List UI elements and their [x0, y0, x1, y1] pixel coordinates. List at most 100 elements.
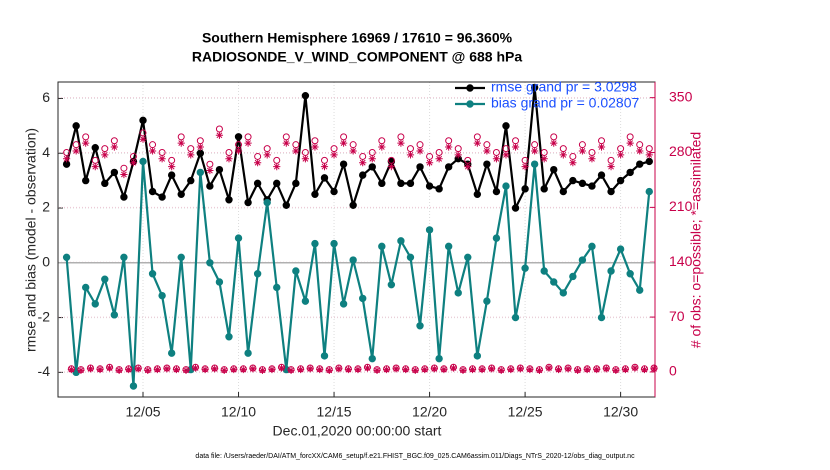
data-point [511, 143, 520, 151]
data-point [110, 168, 119, 177]
data-point [101, 275, 109, 283]
data-point [263, 151, 271, 159]
x-tick-label: 12/10 [221, 404, 256, 420]
data-point [416, 163, 424, 171]
data-point [253, 270, 262, 278]
data-point [454, 151, 462, 159]
data-point [177, 190, 185, 199]
data-point [550, 139, 558, 147]
data-point [268, 365, 276, 374]
data-point [612, 366, 620, 374]
data-point [626, 139, 634, 147]
data-point [516, 365, 524, 373]
data-point [397, 237, 405, 245]
data-point [459, 366, 467, 374]
data-point [62, 155, 71, 163]
data-point [616, 176, 625, 185]
data-point [330, 187, 338, 196]
data-point [483, 297, 491, 305]
data-point [468, 365, 477, 374]
data-point [597, 171, 606, 179]
data-point [139, 135, 147, 143]
data-point [368, 354, 376, 363]
data-point [397, 139, 405, 147]
data-point [196, 143, 204, 151]
x-tick-label: 12/20 [412, 404, 447, 420]
data-point [282, 201, 290, 209]
data-point [416, 322, 424, 330]
data-point [249, 365, 257, 373]
data-point [234, 234, 243, 242]
data-point [292, 147, 300, 155]
data-point [607, 267, 615, 275]
data-point [616, 245, 625, 253]
data-point [373, 366, 381, 374]
data-point [540, 155, 548, 163]
data-point [492, 234, 501, 242]
data-point [588, 242, 596, 251]
data-point [645, 187, 653, 196]
data-point [502, 182, 510, 190]
data-point [593, 365, 601, 374]
data-point [316, 365, 324, 374]
data-point [402, 365, 410, 374]
data-point [263, 198, 271, 207]
data-point [640, 365, 649, 374]
data-point [621, 365, 629, 374]
data-point [301, 91, 310, 100]
data-point [82, 139, 90, 147]
data-point [425, 226, 434, 234]
data-point [320, 174, 329, 182]
data-point [211, 365, 219, 373]
data-point [225, 333, 233, 341]
y2-tick-label: 0 [669, 363, 677, 379]
data-point [239, 365, 247, 374]
data-point [574, 366, 582, 374]
data-point [292, 179, 300, 188]
data-point [349, 256, 357, 264]
data-point [363, 364, 372, 372]
data-point [430, 365, 438, 373]
data-point [521, 163, 529, 171]
data-point [158, 193, 166, 201]
data-point [636, 160, 644, 168]
data-point [444, 163, 453, 171]
y-axis-label: rmse and bias (model - observation) [23, 128, 39, 352]
data-point [449, 364, 458, 372]
data-point [172, 365, 181, 374]
data-point [526, 365, 534, 374]
data-point [645, 151, 653, 159]
data-point [110, 311, 119, 319]
data-point [120, 253, 128, 262]
data-point [473, 190, 482, 199]
data-point [425, 182, 434, 190]
data-point [139, 157, 147, 166]
data-point [578, 256, 587, 264]
data-point [292, 267, 300, 275]
data-point [626, 168, 634, 177]
data-point [559, 151, 567, 159]
data-point [125, 365, 133, 374]
data-point [382, 365, 391, 374]
data-point [483, 147, 491, 155]
data-point [182, 366, 190, 374]
y-tick-label: -4 [38, 363, 51, 379]
data-point [101, 179, 109, 188]
data-point [387, 163, 395, 171]
data-point [416, 147, 424, 155]
data-point [201, 365, 209, 374]
data-point [86, 365, 95, 373]
data-point [115, 366, 123, 374]
data-point [359, 171, 367, 179]
data-point [206, 182, 214, 190]
data-point [234, 133, 243, 141]
data-point [254, 159, 262, 167]
data-point [177, 139, 185, 147]
y-tick-label: 6 [42, 89, 50, 105]
data-point [258, 366, 267, 374]
data-point [215, 131, 224, 139]
x-tick-label: 12/15 [317, 404, 352, 420]
data-point [163, 365, 171, 373]
data-point [244, 139, 252, 147]
